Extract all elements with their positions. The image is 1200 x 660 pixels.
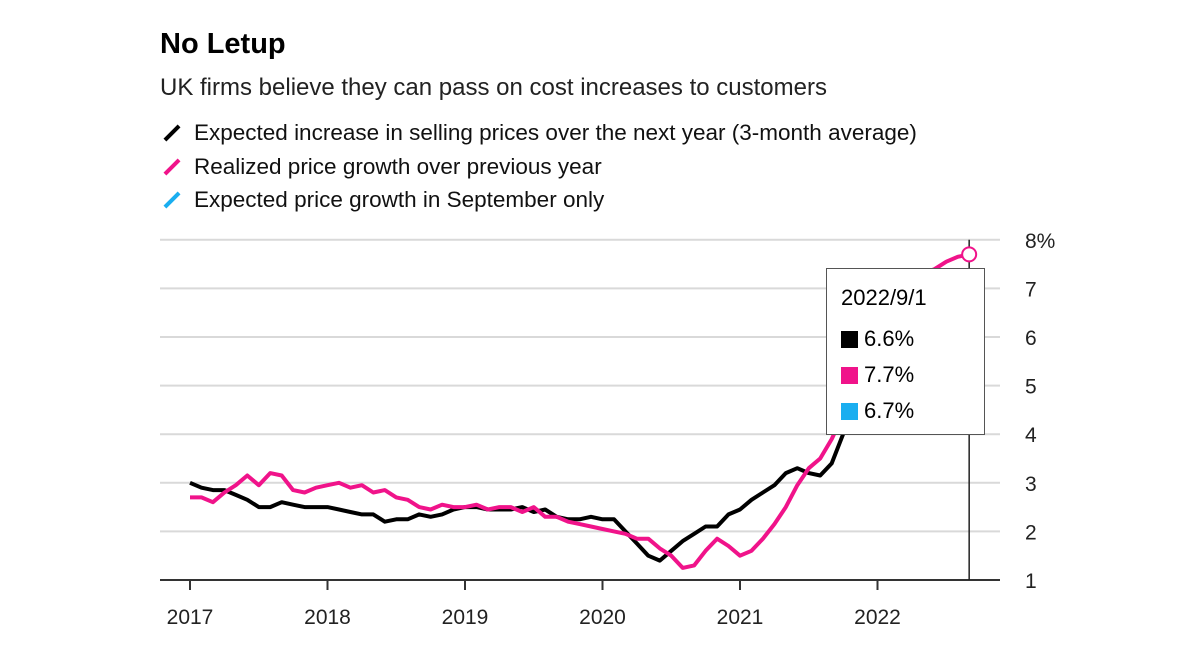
tooltip-value: 6.6% <box>864 326 915 351</box>
hover-marker <box>961 246 978 263</box>
tooltip: 2022/9/1 6.6% 7.7% 6.7% <box>826 268 985 435</box>
legend-label: Realized price growth over previous year <box>194 154 602 179</box>
y-tick-label: 4 <box>1025 424 1037 447</box>
legend-label: Expected price growth in September only <box>194 187 605 212</box>
legend-item-september: Expected price growth in September only <box>160 187 604 213</box>
legend-item-expected: Expected increase in selling prices over… <box>160 120 917 146</box>
x-tick-label: 2022 <box>854 606 901 629</box>
x-tick-label: 2021 <box>717 606 764 629</box>
x-tick-label: 2020 <box>579 606 626 629</box>
legend-label: Expected increase in selling prices over… <box>194 120 917 145</box>
tooltip-swatch <box>841 402 858 420</box>
y-tick-label: 8% <box>1025 230 1055 253</box>
x-tick-label: 2017 <box>167 606 214 629</box>
x-tick-label: 2018 <box>304 606 351 629</box>
series-expected-line <box>189 305 970 563</box>
tooltip-row: 6.6% <box>841 321 984 357</box>
chart-title: No Letup <box>160 28 286 60</box>
tooltip-swatch <box>841 366 858 384</box>
y-tick-label: 3 <box>1025 473 1037 496</box>
y-tick-label: 5 <box>1025 376 1037 399</box>
tooltip-row: 6.7% <box>841 393 984 429</box>
tooltip-row: 7.7% <box>841 357 984 393</box>
tooltip-value: 6.7% <box>864 398 915 423</box>
chart-subtitle: UK firms believe they can pass on cost i… <box>160 74 827 101</box>
y-tick-label: 7 <box>1025 278 1037 301</box>
tooltip-value: 7.7% <box>864 362 915 387</box>
y-tick-label: 2 <box>1025 521 1037 544</box>
tooltip-date: 2022/9/1 <box>841 285 927 310</box>
tooltip-swatch <box>841 330 858 348</box>
x-tick-label: 2019 <box>442 606 489 629</box>
legend-item-realized: Realized price growth over previous year <box>160 154 602 180</box>
y-tick-label: 6 <box>1025 327 1037 350</box>
y-tick-label: 1 <box>1025 570 1037 593</box>
